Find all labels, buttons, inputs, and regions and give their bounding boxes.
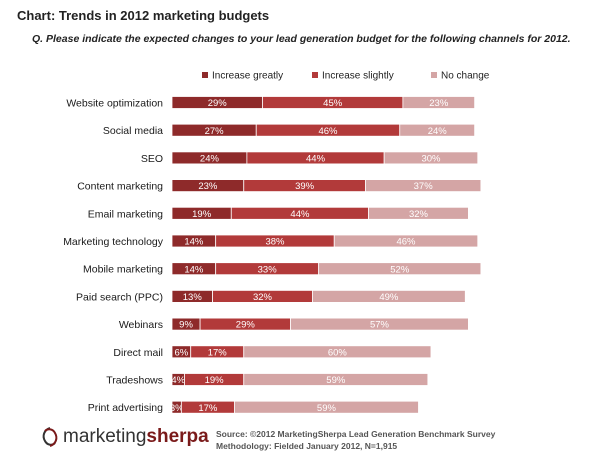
category-label: Webinars	[119, 319, 163, 331]
category-label: Direct mail	[113, 347, 163, 359]
data-label: 3%	[170, 403, 184, 414]
brand-light: marketing	[63, 426, 147, 447]
data-label: 46%	[318, 126, 338, 137]
data-label: 59%	[326, 375, 346, 386]
chart-title: Chart: Trends in 2012 marketing budgets	[17, 8, 270, 23]
data-label: 39%	[295, 181, 315, 192]
data-label: 44%	[306, 154, 326, 165]
brand-bold: sherpa	[146, 426, 209, 447]
bar-no-change	[368, 206, 469, 220]
bar-no-change	[233, 400, 419, 414]
survey-question: Q. Please indicate the expected changes …	[32, 33, 571, 45]
data-label: 59%	[317, 403, 337, 414]
data-label: 23%	[429, 98, 449, 109]
bar-no-change	[311, 289, 466, 303]
data-label: 6%	[174, 347, 188, 358]
bar-no-change	[318, 262, 482, 276]
legend-swatch-no-change	[431, 72, 437, 78]
data-label: 49%	[379, 292, 399, 303]
category-label: Print advertising	[88, 402, 163, 414]
legend-swatch-increase-slightly	[312, 72, 318, 78]
data-label: 30%	[421, 154, 441, 165]
data-label: 46%	[396, 237, 416, 248]
data-label: 57%	[370, 320, 390, 331]
methodology-line: Methodology: Fielded January 2012, N=1,9…	[216, 441, 398, 451]
data-label: 38%	[265, 237, 285, 248]
category-label: Website optimization	[66, 98, 163, 110]
category-label: Tradeshows	[106, 375, 163, 387]
sherpa-swirl-icon	[42, 427, 58, 447]
data-label: 32%	[253, 292, 273, 303]
category-label: Mobile marketing	[83, 264, 163, 276]
legend-label-no-change: No change	[441, 71, 490, 82]
data-label: 14%	[184, 264, 204, 275]
data-label: 29%	[236, 320, 256, 331]
data-label: 32%	[409, 209, 429, 220]
bar-no-change	[243, 373, 429, 386]
source-line: Source: ©2012 MarketingSherpa Lead Gener…	[216, 429, 496, 439]
data-label: 19%	[192, 209, 212, 220]
data-label: 9%	[179, 320, 193, 331]
bar-no-change	[365, 179, 482, 193]
category-label: SEO	[141, 153, 163, 165]
data-label: 45%	[323, 98, 343, 109]
bar-no-change	[333, 234, 479, 248]
data-label: 52%	[390, 264, 410, 275]
data-label: 33%	[258, 264, 278, 275]
data-label: 14%	[184, 237, 204, 248]
data-label: 37%	[414, 181, 434, 192]
data-label: 23%	[198, 181, 218, 192]
category-label: Content marketing	[77, 181, 163, 193]
category-label: Email marketing	[88, 208, 163, 220]
data-label: 24%	[428, 126, 448, 137]
bar-no-change	[402, 96, 476, 109]
data-label: 17%	[198, 403, 218, 414]
data-label: 27%	[205, 126, 225, 137]
legend-swatch-increase-greatly	[202, 72, 208, 78]
data-label: 13%	[183, 292, 203, 303]
legend-label-increase-greatly: Increase greatly	[212, 71, 283, 82]
bar-no-change	[383, 151, 479, 165]
marketingsherpa-logo: marketing sherpa	[40, 426, 209, 448]
bar-no-change	[399, 123, 476, 137]
bar-no-change	[243, 345, 432, 359]
source-note: Source: ©2012 MarketingSherpa Lead Gener…	[216, 428, 495, 452]
category-label: Marketing technology	[63, 236, 164, 248]
data-label: 44%	[290, 209, 310, 220]
data-label: 60%	[328, 347, 348, 358]
legend-label-increase-slightly: Increase slightly	[322, 71, 394, 82]
data-label: 24%	[200, 154, 220, 165]
bar-no-change	[290, 317, 469, 331]
category-label: Paid search (PPC)	[76, 291, 163, 303]
data-label: 29%	[208, 98, 228, 109]
category-label: Social media	[103, 125, 163, 137]
data-label: 17%	[208, 347, 228, 358]
data-label: 19%	[205, 375, 225, 386]
data-label: 4%	[171, 375, 185, 386]
